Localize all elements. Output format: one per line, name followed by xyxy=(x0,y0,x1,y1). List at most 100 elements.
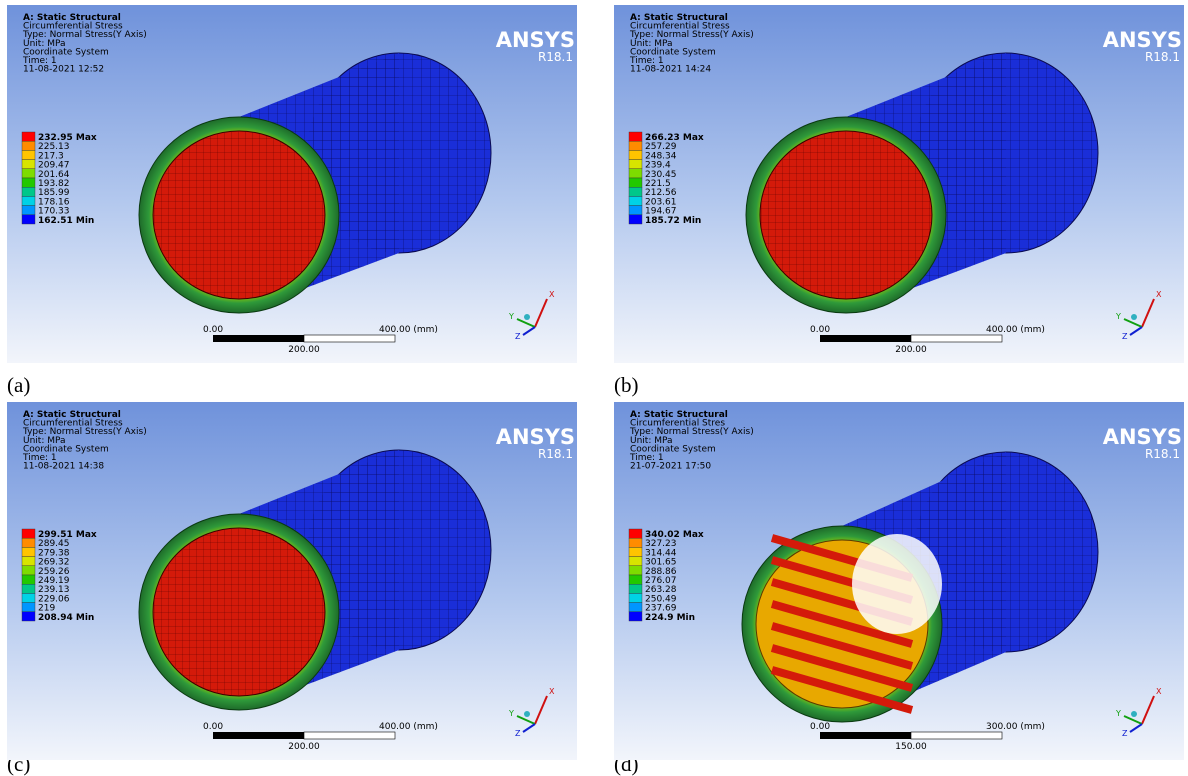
legend-swatch xyxy=(629,612,642,621)
scale-end: 400.00 (mm) xyxy=(379,722,438,732)
inner-hole xyxy=(852,534,942,634)
triad-label: Y xyxy=(508,709,514,718)
legend-swatch xyxy=(629,169,642,178)
legend-swatch xyxy=(22,529,35,538)
legend-swatch xyxy=(629,206,642,215)
ansys-panel: A: Static StructuralCircumferential Stre… xyxy=(7,402,577,760)
legend-label: 208.94 Min xyxy=(38,613,94,623)
legend-swatch xyxy=(22,206,35,215)
triad-label: Z xyxy=(515,332,521,341)
legend-swatch xyxy=(629,132,642,141)
legend-swatch xyxy=(22,132,35,141)
triad-label: X xyxy=(549,290,555,299)
triad-label: Y xyxy=(1115,709,1121,718)
scale-bar-black xyxy=(820,732,911,739)
triad-origin xyxy=(1131,314,1137,320)
legend-swatch xyxy=(629,196,642,205)
legend-swatch xyxy=(629,575,642,584)
legend-swatch xyxy=(22,141,35,150)
cylinder-inner-mesh xyxy=(760,131,932,299)
triad-label: Y xyxy=(1115,312,1121,321)
scale-end: 300.00 (mm) xyxy=(986,722,1045,732)
legend-swatch xyxy=(629,538,642,547)
ansys-logo: ANSYS xyxy=(496,425,575,449)
triad-label: Y xyxy=(508,312,514,321)
ansys-logo: ANSYS xyxy=(1103,425,1182,449)
scale-bar-black xyxy=(213,335,304,342)
legend-swatch xyxy=(22,178,35,187)
panel-label: (b) xyxy=(614,373,639,397)
scale-mid: 200.00 xyxy=(288,742,320,752)
legend-swatch xyxy=(629,141,642,150)
legend-swatch xyxy=(22,196,35,205)
legend-swatch xyxy=(22,160,35,169)
scale-start: 0.00 xyxy=(810,722,830,732)
triad-origin xyxy=(524,314,530,320)
legend-swatch xyxy=(22,547,35,556)
panel-label: (a) xyxy=(7,373,30,397)
scale-start: 0.00 xyxy=(203,722,223,732)
legend-swatch xyxy=(629,160,642,169)
legend-swatch xyxy=(22,612,35,621)
scale-mid: 200.00 xyxy=(288,345,320,355)
legend-swatch xyxy=(629,178,642,187)
legend-swatch xyxy=(629,593,642,602)
scale-bar-black xyxy=(213,732,304,739)
legend-swatch xyxy=(22,566,35,575)
ansys-logo: ANSYS xyxy=(1103,28,1182,52)
ansys-logo: ANSYS xyxy=(496,28,575,52)
triad-label: Z xyxy=(1122,332,1128,341)
legend-swatch xyxy=(629,547,642,556)
legend-swatch xyxy=(22,538,35,547)
legend-swatch xyxy=(629,215,642,224)
legend-swatch xyxy=(22,169,35,178)
scale-start: 0.00 xyxy=(203,325,223,335)
ansys-version: R18.1 xyxy=(1145,447,1180,461)
ansys-panel: A: Static StructuralCircumferential Stre… xyxy=(614,5,1184,363)
header-line: 11-08-2021 14:38 xyxy=(23,462,104,472)
triad-origin xyxy=(1131,711,1137,717)
legend-swatch xyxy=(629,603,642,612)
figure: (a) A: Static StructuralCircumferential S… xyxy=(0,0,1188,776)
scale-bar-white xyxy=(304,732,395,739)
triad-label: X xyxy=(1156,687,1162,696)
ansys-version: R18.1 xyxy=(1145,50,1180,64)
legend-swatch xyxy=(22,603,35,612)
triad-origin xyxy=(524,711,530,717)
header-line: 21-07-2021 17:50 xyxy=(630,462,711,472)
legend-label: 224.9 Min xyxy=(645,613,695,623)
legend-swatch xyxy=(629,150,642,159)
legend-label: 185.72 Min xyxy=(645,216,701,226)
triad-label: Z xyxy=(1122,729,1128,738)
cylinder-inner-mesh xyxy=(153,131,325,299)
legend-swatch xyxy=(22,593,35,602)
legend-swatch xyxy=(22,150,35,159)
legend-swatch xyxy=(22,575,35,584)
triad-label: X xyxy=(1156,290,1162,299)
legend-swatch xyxy=(22,584,35,593)
scale-end: 400.00 (mm) xyxy=(379,325,438,335)
scale-start: 0.00 xyxy=(810,325,830,335)
header-line: 11-08-2021 14:24 xyxy=(630,65,711,75)
legend-swatch xyxy=(629,566,642,575)
legend-swatch xyxy=(22,557,35,566)
legend-swatch xyxy=(629,584,642,593)
ansys-version: R18.1 xyxy=(538,447,573,461)
scale-mid: 150.00 xyxy=(895,742,927,752)
scale-bar-white xyxy=(911,732,1002,739)
ansys-version: R18.1 xyxy=(538,50,573,64)
legend-label: 162.51 Min xyxy=(38,216,94,226)
legend-swatch xyxy=(629,557,642,566)
cylinder-inner-mesh xyxy=(153,528,325,696)
legend-swatch xyxy=(629,529,642,538)
scale-mid: 200.00 xyxy=(895,345,927,355)
scale-bar-white xyxy=(911,335,1002,342)
scale-bar-black xyxy=(820,335,911,342)
legend-swatch xyxy=(629,187,642,196)
ansys-panel: A: Static StructuralCircumferential Stre… xyxy=(7,5,577,363)
scale-end: 400.00 (mm) xyxy=(986,325,1045,335)
legend-swatch xyxy=(22,215,35,224)
scale-bar-white xyxy=(304,335,395,342)
legend-swatch xyxy=(22,187,35,196)
